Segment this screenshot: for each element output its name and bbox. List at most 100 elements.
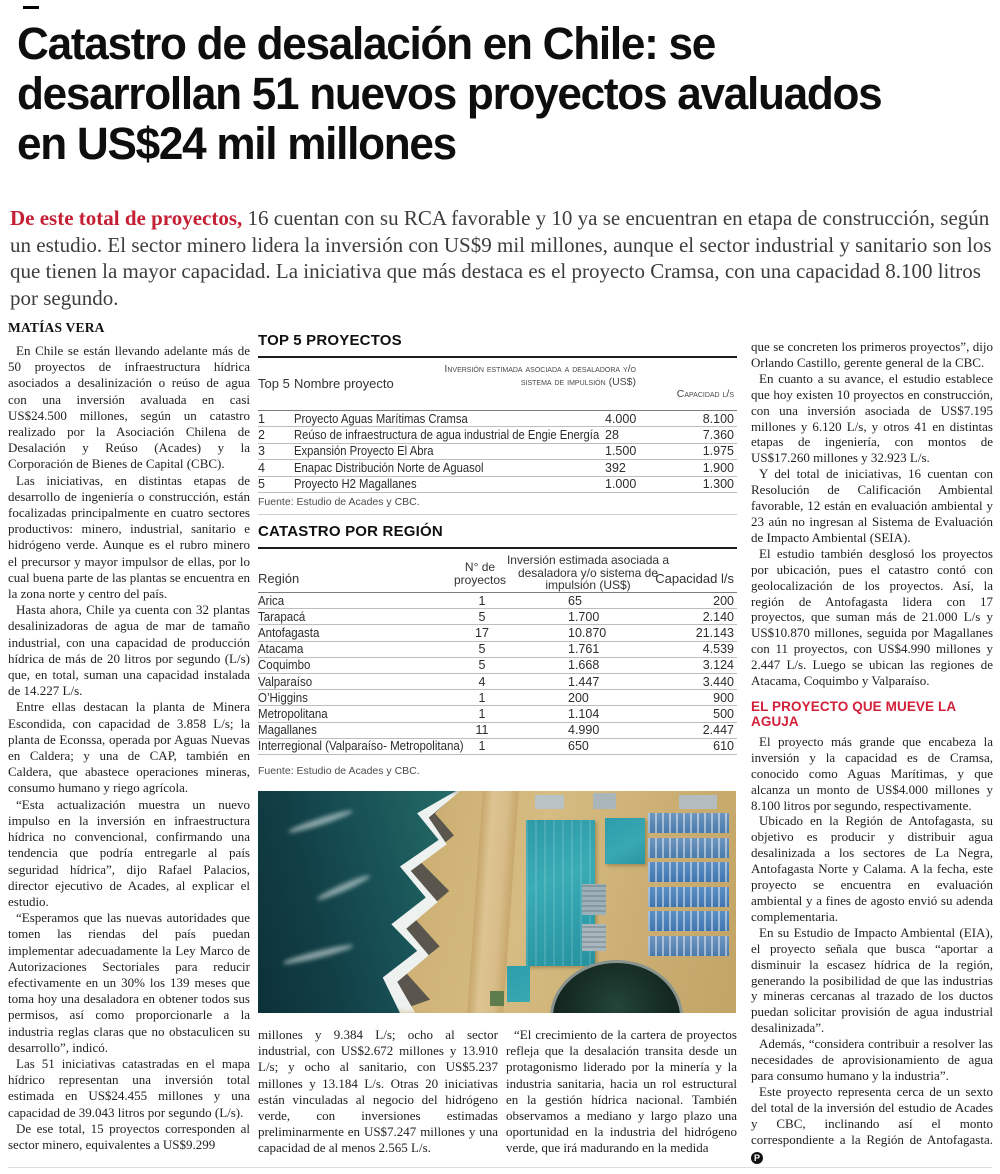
right-paragraph-1: que se concreten los primeros proyectos”… [751, 339, 993, 370]
right-paragraph-2: En cuanto a su avance, el estudio establ… [751, 370, 993, 466]
cell-capacity: 2.140 [702, 609, 734, 624]
cell-investment: 200 [568, 690, 589, 705]
table-row: Coquimbo 5 1.668 3.124 [258, 658, 737, 674]
right-paragraph-4: El estudio también desglosó los proyecto… [751, 545, 993, 689]
cell-capacity: 7.360 [702, 428, 734, 443]
cell-capacity: 2.447 [702, 723, 734, 738]
right-paragraph-5: El proyecto más grande que encabeza la i… [751, 733, 993, 813]
lede: De este total de proyectos, 16 cuentan c… [10, 205, 996, 311]
top5-header-capacity: Capacidad l/s [676, 388, 734, 400]
cell-capacity: 610 [713, 739, 734, 754]
table-row: 5 Proyecto H2 Magallanes 1.000 1.300 [258, 477, 737, 493]
mid-right-paragraph: “El crecimiento de la cartera de proyect… [506, 1027, 737, 1156]
cell-investment: 28 [605, 428, 619, 443]
table-row: Tarapacá 5 1.700 2.140 [258, 609, 737, 626]
cell-investment: 1.700 [568, 609, 600, 624]
cell-name: Proyecto Aguas Marítimas Cramsa [294, 411, 468, 426]
cell-n: 1 [478, 690, 486, 705]
rule [258, 410, 737, 411]
article-end-mark: P [751, 1151, 763, 1164]
region-header-investment: Inversión estimada asociada a desaladora… [506, 553, 670, 592]
cell-capacity: 4.539 [702, 642, 734, 657]
module-row [647, 935, 730, 956]
cell-n: 5 [478, 642, 486, 657]
table-row: Interregional (Valparaíso- Metropolitana… [258, 739, 737, 755]
cell-capacity: 900 [713, 690, 734, 705]
table-top5-proyectos: TOP 5 PROYECTOS Top 5 Nombre proyecto In… [258, 332, 737, 522]
top5-header-investment: Inversión estimada asociada a desaladora… [444, 363, 636, 388]
cell-region: Atacama [258, 642, 304, 657]
cell-n: 1 [478, 706, 486, 721]
left-paragraph-6: “Esperamos que las nuevas autoridades qu… [8, 910, 250, 1055]
cell-n: 1 [478, 593, 486, 608]
module-row [647, 837, 730, 858]
module-row [647, 813, 730, 834]
cell-n: 11 [475, 723, 489, 738]
cell-investment: 1.761 [568, 642, 600, 657]
cell-investment: 65 [568, 593, 582, 608]
cell-rank: 2 [258, 428, 265, 443]
cell-rank: 5 [258, 477, 265, 492]
table-row: O’Higgins 1 200 900 [258, 690, 737, 707]
middle-bottom-right-column: “El crecimiento de la cartera de proyect… [506, 1027, 737, 1157]
page-bottom-rule [8, 1167, 992, 1168]
cell-capacity: 3.440 [702, 674, 734, 689]
aerial-photo-desalination-plant [258, 791, 736, 1013]
table-row: Arica 1 65 200 [258, 593, 737, 610]
module-row [647, 886, 730, 907]
headline-line-1: Catastro de desalación en Chile: se [17, 18, 716, 69]
plant-structure [582, 924, 606, 951]
secondary-building-teal-roof [604, 817, 646, 865]
table-row: Magallanes 11 4.990 2.447 [258, 723, 737, 739]
table-row: Valparaíso 4 1.447 3.440 [258, 674, 737, 691]
small-teal-building [506, 966, 531, 1002]
cell-region: O’Higgins [258, 690, 308, 705]
cell-investment: 1.104 [568, 706, 600, 721]
cell-capacity: 1.900 [702, 460, 734, 475]
cell-capacity: 1.300 [702, 477, 734, 492]
cell-capacity: 8.100 [702, 411, 734, 426]
table-row: Metropolitana 1 1.104 500 [258, 706, 737, 723]
cell-region: Tarapacá [258, 609, 306, 624]
cell-capacity: 21.143 [695, 625, 734, 640]
table-row: 2 Reúso de infraestructura de agua indus… [258, 427, 737, 444]
right-paragraph-7: En su Estudio de Impacto Ambiental (EIA)… [751, 924, 993, 1036]
cell-capacity: 3.124 [702, 658, 734, 673]
cell-n: 5 [478, 658, 486, 673]
region-header-n: N° de proyectos [453, 560, 507, 587]
table-row: 1 Proyecto Aguas Marítimas Cramsa 4.000 … [258, 411, 737, 428]
cell-investment: 4.000 [605, 411, 637, 426]
cell-investment: 1.447 [568, 674, 600, 689]
middle-bottom-left-column: millones y 9.384 L/s; ocho al sector ind… [258, 1027, 498, 1157]
cell-capacity: 200 [713, 593, 734, 608]
lede-rest: 16 cuentan con su RCA favorable y 10 ya … [10, 206, 992, 310]
plant-structure [678, 795, 717, 809]
table-top5-title: TOP 5 PROYECTOS [258, 332, 402, 349]
cell-region: Coquimbo [258, 658, 311, 673]
byline: MATÍAS VERA [8, 320, 105, 335]
cell-capacity: 500 [713, 706, 734, 721]
cell-investment: 1.500 [605, 444, 637, 459]
table-row: Atacama 5 1.761 4.539 [258, 642, 737, 658]
cell-rank: 4 [258, 460, 265, 475]
lede-lead: De este total de proyectos, [10, 206, 243, 230]
top5-rows: 1 Proyecto Aguas Marítimas Cramsa 4.000 … [258, 411, 737, 493]
rule [258, 514, 737, 515]
cell-capacity: 1.975 [702, 444, 734, 459]
headline: Catastro de desalación en Chile: se desa… [17, 19, 985, 169]
top5-header-name: Nombre proyecto [294, 376, 394, 391]
cell-rank: 3 [258, 444, 265, 459]
cell-investment: 4.990 [568, 723, 600, 738]
headline-line-3: en US$24 mil millones [17, 118, 457, 169]
table-source: Fuente: Estudio de Acades y CBC. [258, 765, 420, 777]
cell-name: Enapac Distribución Norte de Aguasol [294, 460, 484, 475]
cell-name: Reúso de infraestructura de agua industr… [294, 428, 600, 443]
table-row: 3 Expansión Proyecto El Abra 1.500 1.975 [258, 444, 737, 461]
cell-region: Antofagasta [258, 625, 320, 640]
right-paragraph-9-text: Este proyecto representa cerca de un sex… [751, 1083, 993, 1147]
cell-investment: 392 [605, 460, 626, 475]
left-paragraph-3: Hasta ahora, Chile ya cuenta con 32 plan… [8, 602, 250, 699]
table-source: Fuente: Estudio de Acades y CBC. [258, 496, 420, 508]
top5-header-rank: Top 5 [258, 376, 290, 391]
